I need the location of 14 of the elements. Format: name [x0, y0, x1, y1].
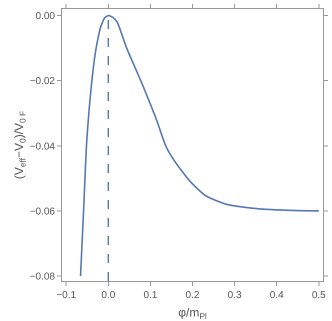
- x-tick-label: 0.3: [228, 290, 242, 301]
- y-tick-label: 0.00: [36, 11, 56, 22]
- x-tick-label: 0.4: [270, 290, 284, 301]
- x-tick-label: 0.0: [101, 290, 116, 301]
- y-tick-label: −0.02: [30, 76, 56, 88]
- x-tick-label: 0.2: [186, 290, 200, 301]
- x-tick-label: 0.1: [143, 290, 158, 301]
- line-series: [80, 14, 320, 277]
- x-axis-title: φ/m$_{Pl}$: [178, 305, 207, 321]
- y-tick-label: −0.06: [30, 206, 56, 218]
- x-tick-label: −0.1: [56, 290, 77, 301]
- y-tick-label: −0.08: [30, 272, 56, 283]
- x-tick-label: 0.5: [312, 290, 326, 301]
- y-tick-label: −0.04: [30, 141, 56, 152]
